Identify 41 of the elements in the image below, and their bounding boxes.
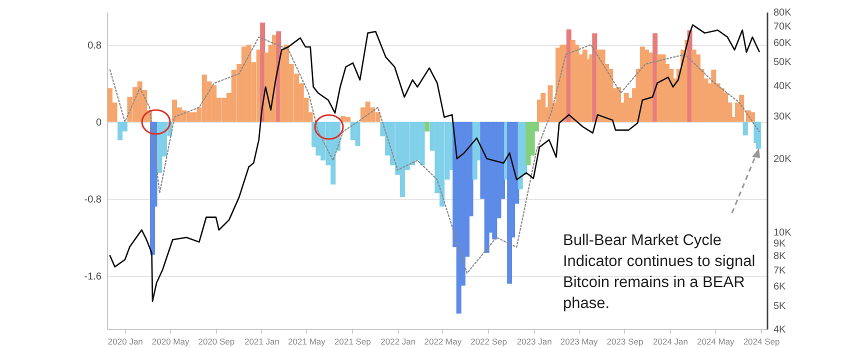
x-tick-label: 2021 Jan	[244, 336, 280, 346]
y2-tick-label: 10K	[774, 228, 792, 239]
bar	[739, 94, 744, 122]
bar	[526, 122, 531, 166]
x-tick-label: 2021 May	[288, 336, 326, 346]
x-tick-label: 2023 Jan	[516, 336, 552, 346]
y2-tick-label: 80K	[774, 8, 792, 18]
y2-tick-label: 30K	[774, 111, 792, 122]
x-tick-label: 2024 May	[696, 336, 736, 346]
y2-tick-label: 70K	[774, 22, 792, 33]
x-tick-label: 2022 Sep	[470, 336, 508, 346]
x-tick-label: 2020 Sep	[198, 336, 235, 346]
x-tick-label: 2021 Sep	[334, 336, 372, 346]
y2-tick-label: 4K	[774, 324, 786, 336]
y2-tick-label: 9K	[774, 238, 786, 250]
y-tick-label: 0	[96, 117, 102, 128]
bar	[750, 112, 755, 122]
bar	[711, 70, 716, 122]
y2-tick-label: 8K	[774, 251, 786, 262]
x-tick-label: 2023 Sep	[606, 336, 644, 346]
y2-tick-label: 60K	[774, 38, 792, 49]
y-tick-label: -0.8	[84, 194, 102, 206]
x-tick-label: 2020 May	[152, 336, 190, 346]
x-tick-label: 2023 May	[560, 336, 598, 346]
bar	[742, 122, 748, 136]
x-tick-label: 2020 Jan	[108, 336, 144, 346]
x-tick-label: 2024 Sep	[743, 336, 780, 346]
y2-tick-label: 40K	[774, 80, 792, 92]
bar	[424, 122, 430, 132]
y2-tick-label: 6K	[774, 282, 786, 293]
y2-tick-label: 20K	[774, 154, 792, 166]
y2-tick-label: 5K	[774, 300, 786, 312]
y2-tick-label: 7K	[774, 265, 786, 276]
y2-tick-label: 50K	[774, 57, 792, 68]
x-tick-label: 2022 May	[424, 336, 462, 346]
x-tick-label: 2022 Jan	[380, 336, 416, 346]
y-tick-label: -1.6	[84, 272, 102, 283]
x-tick-label: 2024 Jan	[653, 336, 688, 346]
bar	[648, 52, 653, 122]
y-tick-label: 0.8	[88, 40, 102, 52]
annotation: Bull-Bear Market Cycle Indicator continues to signal Bitcoin remains in a BEAR phase.	[563, 231, 756, 314]
